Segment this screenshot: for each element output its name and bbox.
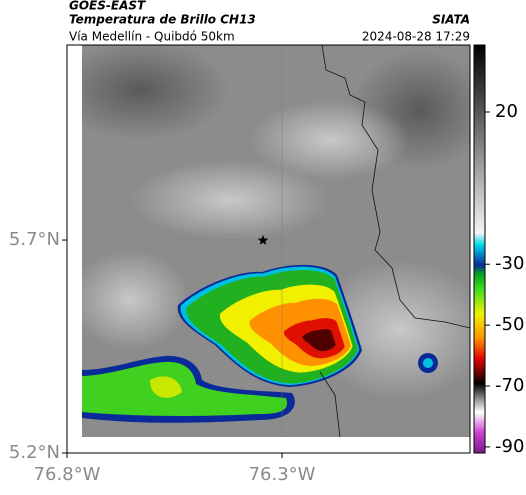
colorbar xyxy=(473,44,486,454)
timestamp: 2024-08-28 17:29 xyxy=(362,30,470,44)
y-tick-label: 5.2°N xyxy=(9,442,60,463)
colorbar-tick-label: -50 xyxy=(495,314,524,335)
title: Temperatura de Brillo CH13 xyxy=(69,13,256,27)
colorbar-tick-label: -30 xyxy=(495,253,524,274)
brand: SIATA xyxy=(432,13,470,27)
colorbar-tick-label: 20 xyxy=(495,101,518,122)
satellite-image xyxy=(82,45,470,437)
x-tick-label: 76.8°W xyxy=(34,464,101,485)
colorbar-tick-label: -70 xyxy=(495,375,524,396)
map-frame xyxy=(66,44,471,454)
source: GOES-EAST xyxy=(69,0,146,13)
x-tick-label: 76.3°W xyxy=(249,464,316,485)
colorbar-tick-label: -90 xyxy=(495,436,524,457)
y-tick-label: 5.7°N xyxy=(9,229,60,250)
subtitle: Vía Medellín - Quibdó 50km xyxy=(69,30,235,44)
